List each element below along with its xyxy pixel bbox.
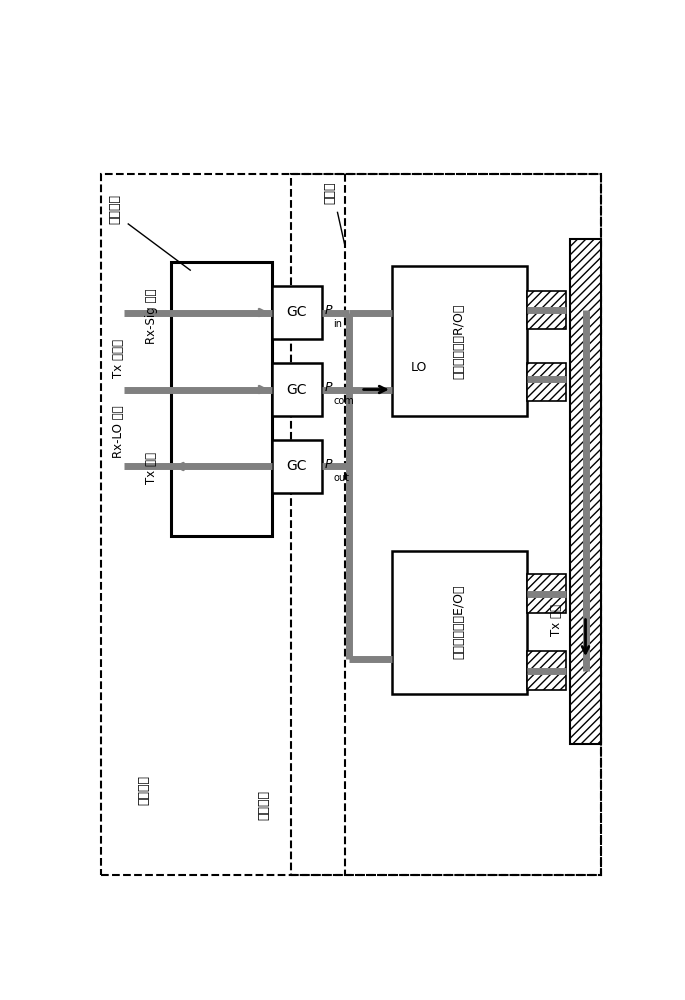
Bar bbox=[527, 291, 566, 329]
Bar bbox=[272, 286, 322, 339]
Text: 光纤阵列: 光纤阵列 bbox=[109, 194, 121, 224]
Text: P: P bbox=[324, 381, 332, 394]
Text: 划片区域: 划片区域 bbox=[137, 775, 150, 805]
Bar bbox=[291, 174, 601, 875]
Bar bbox=[272, 440, 322, 493]
Text: P: P bbox=[324, 304, 332, 317]
Text: GC: GC bbox=[286, 306, 307, 320]
Text: GC: GC bbox=[286, 382, 307, 396]
Text: in: in bbox=[334, 319, 342, 329]
Bar bbox=[527, 574, 566, 613]
Bar bbox=[527, 651, 566, 690]
Text: Rx-Sig 输入: Rx-Sig 输入 bbox=[145, 289, 158, 344]
Text: out: out bbox=[334, 473, 349, 483]
Bar bbox=[171, 262, 272, 536]
Text: GC: GC bbox=[286, 460, 307, 474]
Text: Tx 输出: Tx 输出 bbox=[145, 452, 158, 484]
Bar bbox=[272, 363, 322, 416]
Text: 接收器电路（R/O）: 接收器电路（R/O） bbox=[453, 303, 466, 379]
Text: LO: LO bbox=[411, 361, 427, 374]
Bar bbox=[392, 551, 527, 694]
Text: 切割线: 切割线 bbox=[323, 182, 336, 204]
Text: Tx 输入，: Tx 输入， bbox=[112, 339, 125, 378]
Text: 发送器电路（E/O）: 发送器电路（E/O） bbox=[453, 585, 466, 659]
Bar bbox=[570, 239, 601, 744]
Text: com: com bbox=[334, 396, 354, 406]
Text: Rx-LO 输入: Rx-LO 输入 bbox=[112, 405, 125, 458]
Bar bbox=[392, 266, 527, 416]
Text: P: P bbox=[324, 458, 332, 471]
Bar bbox=[527, 363, 566, 401]
Text: Tx 输入: Tx 输入 bbox=[550, 604, 563, 637]
Text: 芯片区域: 芯片区域 bbox=[258, 790, 271, 820]
